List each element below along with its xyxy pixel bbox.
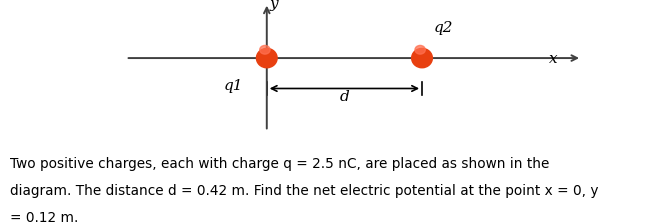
Ellipse shape [257,48,277,68]
Ellipse shape [412,48,432,68]
Text: q1: q1 [224,79,244,93]
Text: d: d [339,90,349,104]
Ellipse shape [259,45,270,54]
Text: = 0.12 m.: = 0.12 m. [10,211,79,223]
Text: Two positive charges, each with charge q = 2.5 nC, are placed as shown in the: Two positive charges, each with charge q… [10,157,550,171]
Text: q2: q2 [433,21,453,35]
Text: y: y [269,0,278,11]
Text: diagram. The distance d = 0.42 m. Find the net electric potential at the point x: diagram. The distance d = 0.42 m. Find t… [10,184,599,198]
Ellipse shape [415,45,425,54]
Text: x: x [550,52,558,66]
